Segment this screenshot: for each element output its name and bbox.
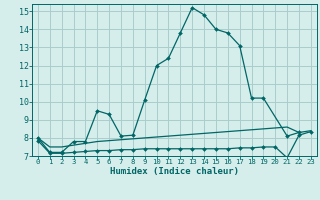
X-axis label: Humidex (Indice chaleur): Humidex (Indice chaleur) [110, 167, 239, 176]
